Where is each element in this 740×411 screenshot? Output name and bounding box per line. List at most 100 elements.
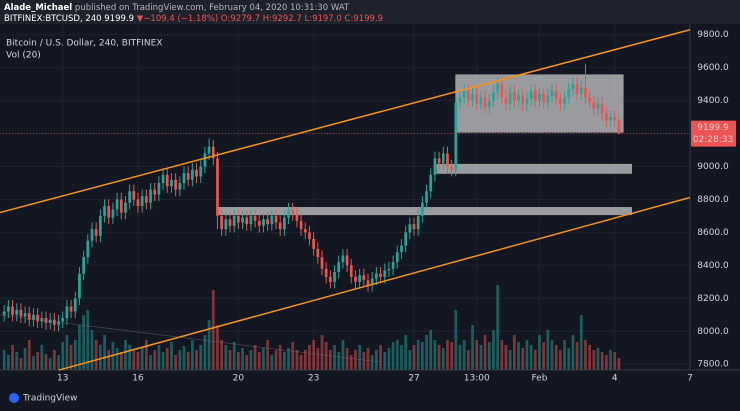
volume-bar [2,350,6,370]
volume-bar [57,355,60,370]
volume-bar [23,348,27,370]
volume-bar [584,340,587,370]
x-tick-label: 16 [132,374,144,384]
volume-bar [312,340,315,370]
candle-body [308,232,311,240]
candle-body [542,94,545,103]
volume-bar [207,320,211,370]
candle-body [559,98,562,104]
volume-bar [128,345,131,370]
candle-body [274,215,278,223]
candle-body [609,117,612,121]
x-tick-label: 23 [308,374,319,384]
volume-bar [354,350,357,370]
arrow: ▼ [137,14,144,24]
candle-body [421,202,424,216]
volume-bar [341,340,345,370]
volume-bar [27,340,31,370]
volume-bar [454,310,458,370]
volume-bar [370,355,374,370]
y-tick-label: 7800.0 [697,360,729,370]
candle-body [617,120,621,134]
volume-bar [446,340,449,370]
candle-body [90,229,94,241]
volume-bar [504,345,508,370]
symbol: BITFINEX:BTCUSD, 240 [4,14,102,24]
volume-bar [421,342,424,370]
candle-body [454,102,458,170]
volume-bar [90,330,94,370]
candle-body [94,229,98,236]
volume-bar [617,358,621,370]
volume-bar [483,335,487,370]
candle-body [19,309,23,317]
volume-bar [425,335,428,370]
volume-bar [349,355,353,370]
candle-body [7,306,10,312]
candle-body [379,273,382,277]
volume-bar [266,340,269,370]
volume-bar [220,340,223,370]
volume-bar [249,350,253,370]
candle-body [370,278,374,286]
candle-body [132,191,136,200]
candle-body [441,153,445,164]
candle-body [149,189,152,203]
candle-body [182,173,186,183]
candle-body [11,306,14,315]
candle-body [387,268,391,271]
candle-body [119,199,123,213]
candle-body [533,90,537,101]
volume-bar [253,345,257,370]
volume-bar [82,315,85,370]
volume-bar [513,335,516,370]
volume-bar [613,352,617,370]
candle-body [404,232,407,246]
volume-bar [387,348,391,370]
volume-bar [529,345,533,370]
candle-body [358,275,361,282]
volume-bar [36,352,39,370]
volume-bar [73,340,77,370]
volume-bar [575,342,579,370]
volume-bar [605,355,608,370]
candle-body [316,248,320,258]
volume-bar [53,350,56,370]
candle-body [86,240,90,258]
volume-bar [429,330,433,370]
candle-body [107,206,111,218]
volume-bar [441,348,445,370]
volume-bar [391,342,395,370]
volume-bar [178,350,182,370]
volume-bar [303,350,307,370]
candle-body [416,215,420,230]
candle-body [199,166,203,177]
volume-bar [475,340,479,370]
volume-bar [508,350,512,370]
volume-bar [550,340,554,370]
candle-body [220,215,223,230]
volume-bar [7,355,10,370]
volume-bar [262,348,265,370]
candle-body [103,206,106,216]
volume-bar [48,358,52,370]
candle-body [563,97,566,104]
candle-body [53,319,56,325]
candle-body [575,84,579,95]
volume-bar [199,345,203,370]
candle-body [69,306,73,312]
volume-bar [228,350,232,370]
y-tick-label: 8400.0 [697,261,729,271]
volume-bar [600,352,604,370]
y-tick-label: 9600.0 [697,63,729,73]
candle-body [299,220,303,230]
candle-body [44,318,48,324]
candle-body [538,94,541,101]
volume-bar [195,350,198,370]
candle-body [571,84,575,90]
volume-bar [157,345,161,370]
volume-bar [232,342,236,370]
x-tick-label: 13 [57,374,68,384]
channel-line [0,29,691,214]
